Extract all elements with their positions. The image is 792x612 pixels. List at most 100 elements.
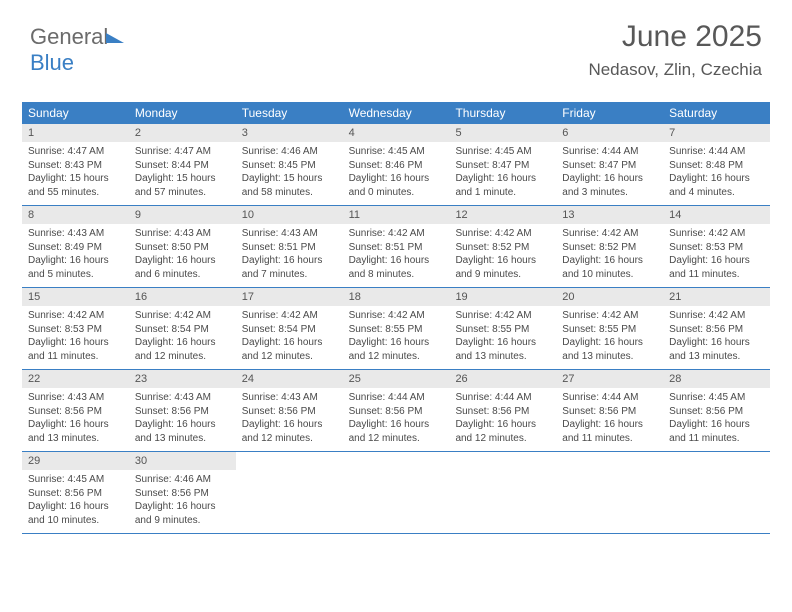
day-number: 17 <box>236 288 343 306</box>
day-number: 1 <box>22 124 129 142</box>
day-number: 9 <box>129 206 236 224</box>
day-number: 23 <box>129 370 236 388</box>
day-details: Sunrise: 4:47 AMSunset: 8:44 PMDaylight:… <box>129 145 236 199</box>
day-details: Sunrise: 4:43 AMSunset: 8:51 PMDaylight:… <box>236 227 343 281</box>
calendar-header-friday: Friday <box>556 102 663 124</box>
calendar-header-monday: Monday <box>129 102 236 124</box>
calendar-day: 8 Sunrise: 4:43 AMSunset: 8:49 PMDaylight… <box>22 206 129 287</box>
calendar-day: 17 Sunrise: 4:42 AMSunset: 8:54 PMDayligh… <box>236 288 343 369</box>
day-details: Sunrise: 4:46 AMSunset: 8:56 PMDaylight:… <box>129 473 236 527</box>
calendar-header-thursday: Thursday <box>449 102 556 124</box>
day-details: Sunrise: 4:43 AMSunset: 8:56 PMDaylight:… <box>22 391 129 445</box>
day-details: Sunrise: 4:45 AMSunset: 8:47 PMDaylight:… <box>449 145 556 199</box>
calendar-day <box>343 452 450 533</box>
day-number: 5 <box>449 124 556 142</box>
day-number: 2 <box>129 124 236 142</box>
day-details: Sunrise: 4:44 AMSunset: 8:48 PMDaylight:… <box>663 145 770 199</box>
calendar-day: 24 Sunrise: 4:43 AMSunset: 8:56 PMDayligh… <box>236 370 343 451</box>
logo-triangle-icon <box>106 33 124 43</box>
calendar-day <box>663 452 770 533</box>
page-title: June 2025 <box>622 20 762 54</box>
calendar-week: 8 Sunrise: 4:43 AMSunset: 8:49 PMDaylight… <box>22 206 770 288</box>
day-details: Sunrise: 4:42 AMSunset: 8:54 PMDaylight:… <box>236 309 343 363</box>
calendar-day: 2 Sunrise: 4:47 AMSunset: 8:44 PMDaylight… <box>129 124 236 205</box>
day-number: 26 <box>449 370 556 388</box>
calendar-header-saturday: Saturday <box>663 102 770 124</box>
location: Nedasov, Zlin, Czechia <box>588 60 762 80</box>
day-details: Sunrise: 4:42 AMSunset: 8:53 PMDaylight:… <box>663 227 770 281</box>
calendar-day: 4 Sunrise: 4:45 AMSunset: 8:46 PMDaylight… <box>343 124 450 205</box>
day-number: 30 <box>129 452 236 470</box>
day-number: 7 <box>663 124 770 142</box>
calendar-day: 10Sunrise: 4:43 AMSunset: 8:51 PMDayligh… <box>236 206 343 287</box>
calendar-header-row: SundayMondayTuesdayWednesdayThursdayFrid… <box>22 102 770 124</box>
day-details: Sunrise: 4:44 AMSunset: 8:47 PMDaylight:… <box>556 145 663 199</box>
day-number: 13 <box>556 206 663 224</box>
calendar-day: 13 Sunrise: 4:42 AMSunset: 8:52 PMDayligh… <box>556 206 663 287</box>
calendar-week: 29 Sunrise: 4:45 AMSunset: 8:56 PMDayligh… <box>22 452 770 534</box>
day-number: 24 <box>236 370 343 388</box>
calendar-day: 18Sunrise: 4:42 AMSunset: 8:55 PMDayligh… <box>343 288 450 369</box>
day-details: Sunrise: 4:43 AMSunset: 8:50 PMDaylight:… <box>129 227 236 281</box>
calendar-day: 27 Sunrise: 4:44 AMSunset: 8:56 PMDayligh… <box>556 370 663 451</box>
calendar-day: 19Sunrise: 4:42 AMSunset: 8:55 PMDayligh… <box>449 288 556 369</box>
day-number: 3 <box>236 124 343 142</box>
day-number: 15 <box>22 288 129 306</box>
day-details: Sunrise: 4:43 AMSunset: 8:49 PMDaylight:… <box>22 227 129 281</box>
calendar-day: 5 Sunrise: 4:45 AMSunset: 8:47 PMDaylight… <box>449 124 556 205</box>
calendar-day: 11 Sunrise: 4:42 AMSunset: 8:51 PMDayligh… <box>343 206 450 287</box>
day-details: Sunrise: 4:45 AMSunset: 8:46 PMDaylight:… <box>343 145 450 199</box>
day-details: Sunrise: 4:45 AMSunset: 8:56 PMDaylight:… <box>22 473 129 527</box>
day-number: 12 <box>449 206 556 224</box>
day-number: 28 <box>663 370 770 388</box>
calendar-day: 30 Sunrise: 4:46 AMSunset: 8:56 PMDayligh… <box>129 452 236 533</box>
calendar-header-wednesday: Wednesday <box>343 102 450 124</box>
calendar-day: 12 Sunrise: 4:42 AMSunset: 8:52 PMDayligh… <box>449 206 556 287</box>
calendar-week: 1 Sunrise: 4:47 AMSunset: 8:43 PMDaylight… <box>22 124 770 206</box>
day-number: 8 <box>22 206 129 224</box>
calendar-day: 29 Sunrise: 4:45 AMSunset: 8:56 PMDayligh… <box>22 452 129 533</box>
day-details: Sunrise: 4:44 AMSunset: 8:56 PMDaylight:… <box>343 391 450 445</box>
day-number: 22 <box>22 370 129 388</box>
day-number: 20 <box>556 288 663 306</box>
day-details: Sunrise: 4:42 AMSunset: 8:53 PMDaylight:… <box>22 309 129 363</box>
day-details: Sunrise: 4:44 AMSunset: 8:56 PMDaylight:… <box>449 391 556 445</box>
calendar-week: 15 Sunrise: 4:42 AMSunset: 8:53 PMDayligh… <box>22 288 770 370</box>
calendar-day: 7 Sunrise: 4:44 AMSunset: 8:48 PMDaylight… <box>663 124 770 205</box>
day-number: 21 <box>663 288 770 306</box>
calendar-day: 9 Sunrise: 4:43 AMSunset: 8:50 PMDaylight… <box>129 206 236 287</box>
day-details: Sunrise: 4:42 AMSunset: 8:51 PMDaylight:… <box>343 227 450 281</box>
calendar-day: 14 Sunrise: 4:42 AMSunset: 8:53 PMDayligh… <box>663 206 770 287</box>
calendar-day <box>556 452 663 533</box>
day-number: 6 <box>556 124 663 142</box>
calendar-day: 28Sunrise: 4:45 AMSunset: 8:56 PMDayligh… <box>663 370 770 451</box>
day-number: 25 <box>343 370 450 388</box>
day-details: Sunrise: 4:44 AMSunset: 8:56 PMDaylight:… <box>556 391 663 445</box>
calendar-day: 15 Sunrise: 4:42 AMSunset: 8:53 PMDayligh… <box>22 288 129 369</box>
calendar-day: 25 Sunrise: 4:44 AMSunset: 8:56 PMDayligh… <box>343 370 450 451</box>
logo: General Blue <box>30 24 124 76</box>
day-number: 11 <box>343 206 450 224</box>
logo-text-blue: Blue <box>30 50 74 75</box>
day-number: 18 <box>343 288 450 306</box>
day-number: 27 <box>556 370 663 388</box>
day-number: 14 <box>663 206 770 224</box>
logo-text-general: General <box>30 24 108 49</box>
calendar-header-sunday: Sunday <box>22 102 129 124</box>
day-details: Sunrise: 4:47 AMSunset: 8:43 PMDaylight:… <box>22 145 129 199</box>
calendar-day: 3Sunrise: 4:46 AMSunset: 8:45 PMDaylight… <box>236 124 343 205</box>
day-details: Sunrise: 4:42 AMSunset: 8:52 PMDaylight:… <box>449 227 556 281</box>
day-details: Sunrise: 4:42 AMSunset: 8:52 PMDaylight:… <box>556 227 663 281</box>
calendar-day: 21Sunrise: 4:42 AMSunset: 8:56 PMDayligh… <box>663 288 770 369</box>
day-number: 29 <box>22 452 129 470</box>
calendar-day: 1 Sunrise: 4:47 AMSunset: 8:43 PMDaylight… <box>22 124 129 205</box>
day-details: Sunrise: 4:43 AMSunset: 8:56 PMDaylight:… <box>129 391 236 445</box>
calendar-day: 23 Sunrise: 4:43 AMSunset: 8:56 PMDayligh… <box>129 370 236 451</box>
day-number: 19 <box>449 288 556 306</box>
day-details: Sunrise: 4:43 AMSunset: 8:56 PMDaylight:… <box>236 391 343 445</box>
calendar-day: 20 Sunrise: 4:42 AMSunset: 8:55 PMDayligh… <box>556 288 663 369</box>
calendar-header-tuesday: Tuesday <box>236 102 343 124</box>
day-details: Sunrise: 4:42 AMSunset: 8:55 PMDaylight:… <box>556 309 663 363</box>
day-number: 4 <box>343 124 450 142</box>
calendar-day: 22 Sunrise: 4:43 AMSunset: 8:56 PMDayligh… <box>22 370 129 451</box>
